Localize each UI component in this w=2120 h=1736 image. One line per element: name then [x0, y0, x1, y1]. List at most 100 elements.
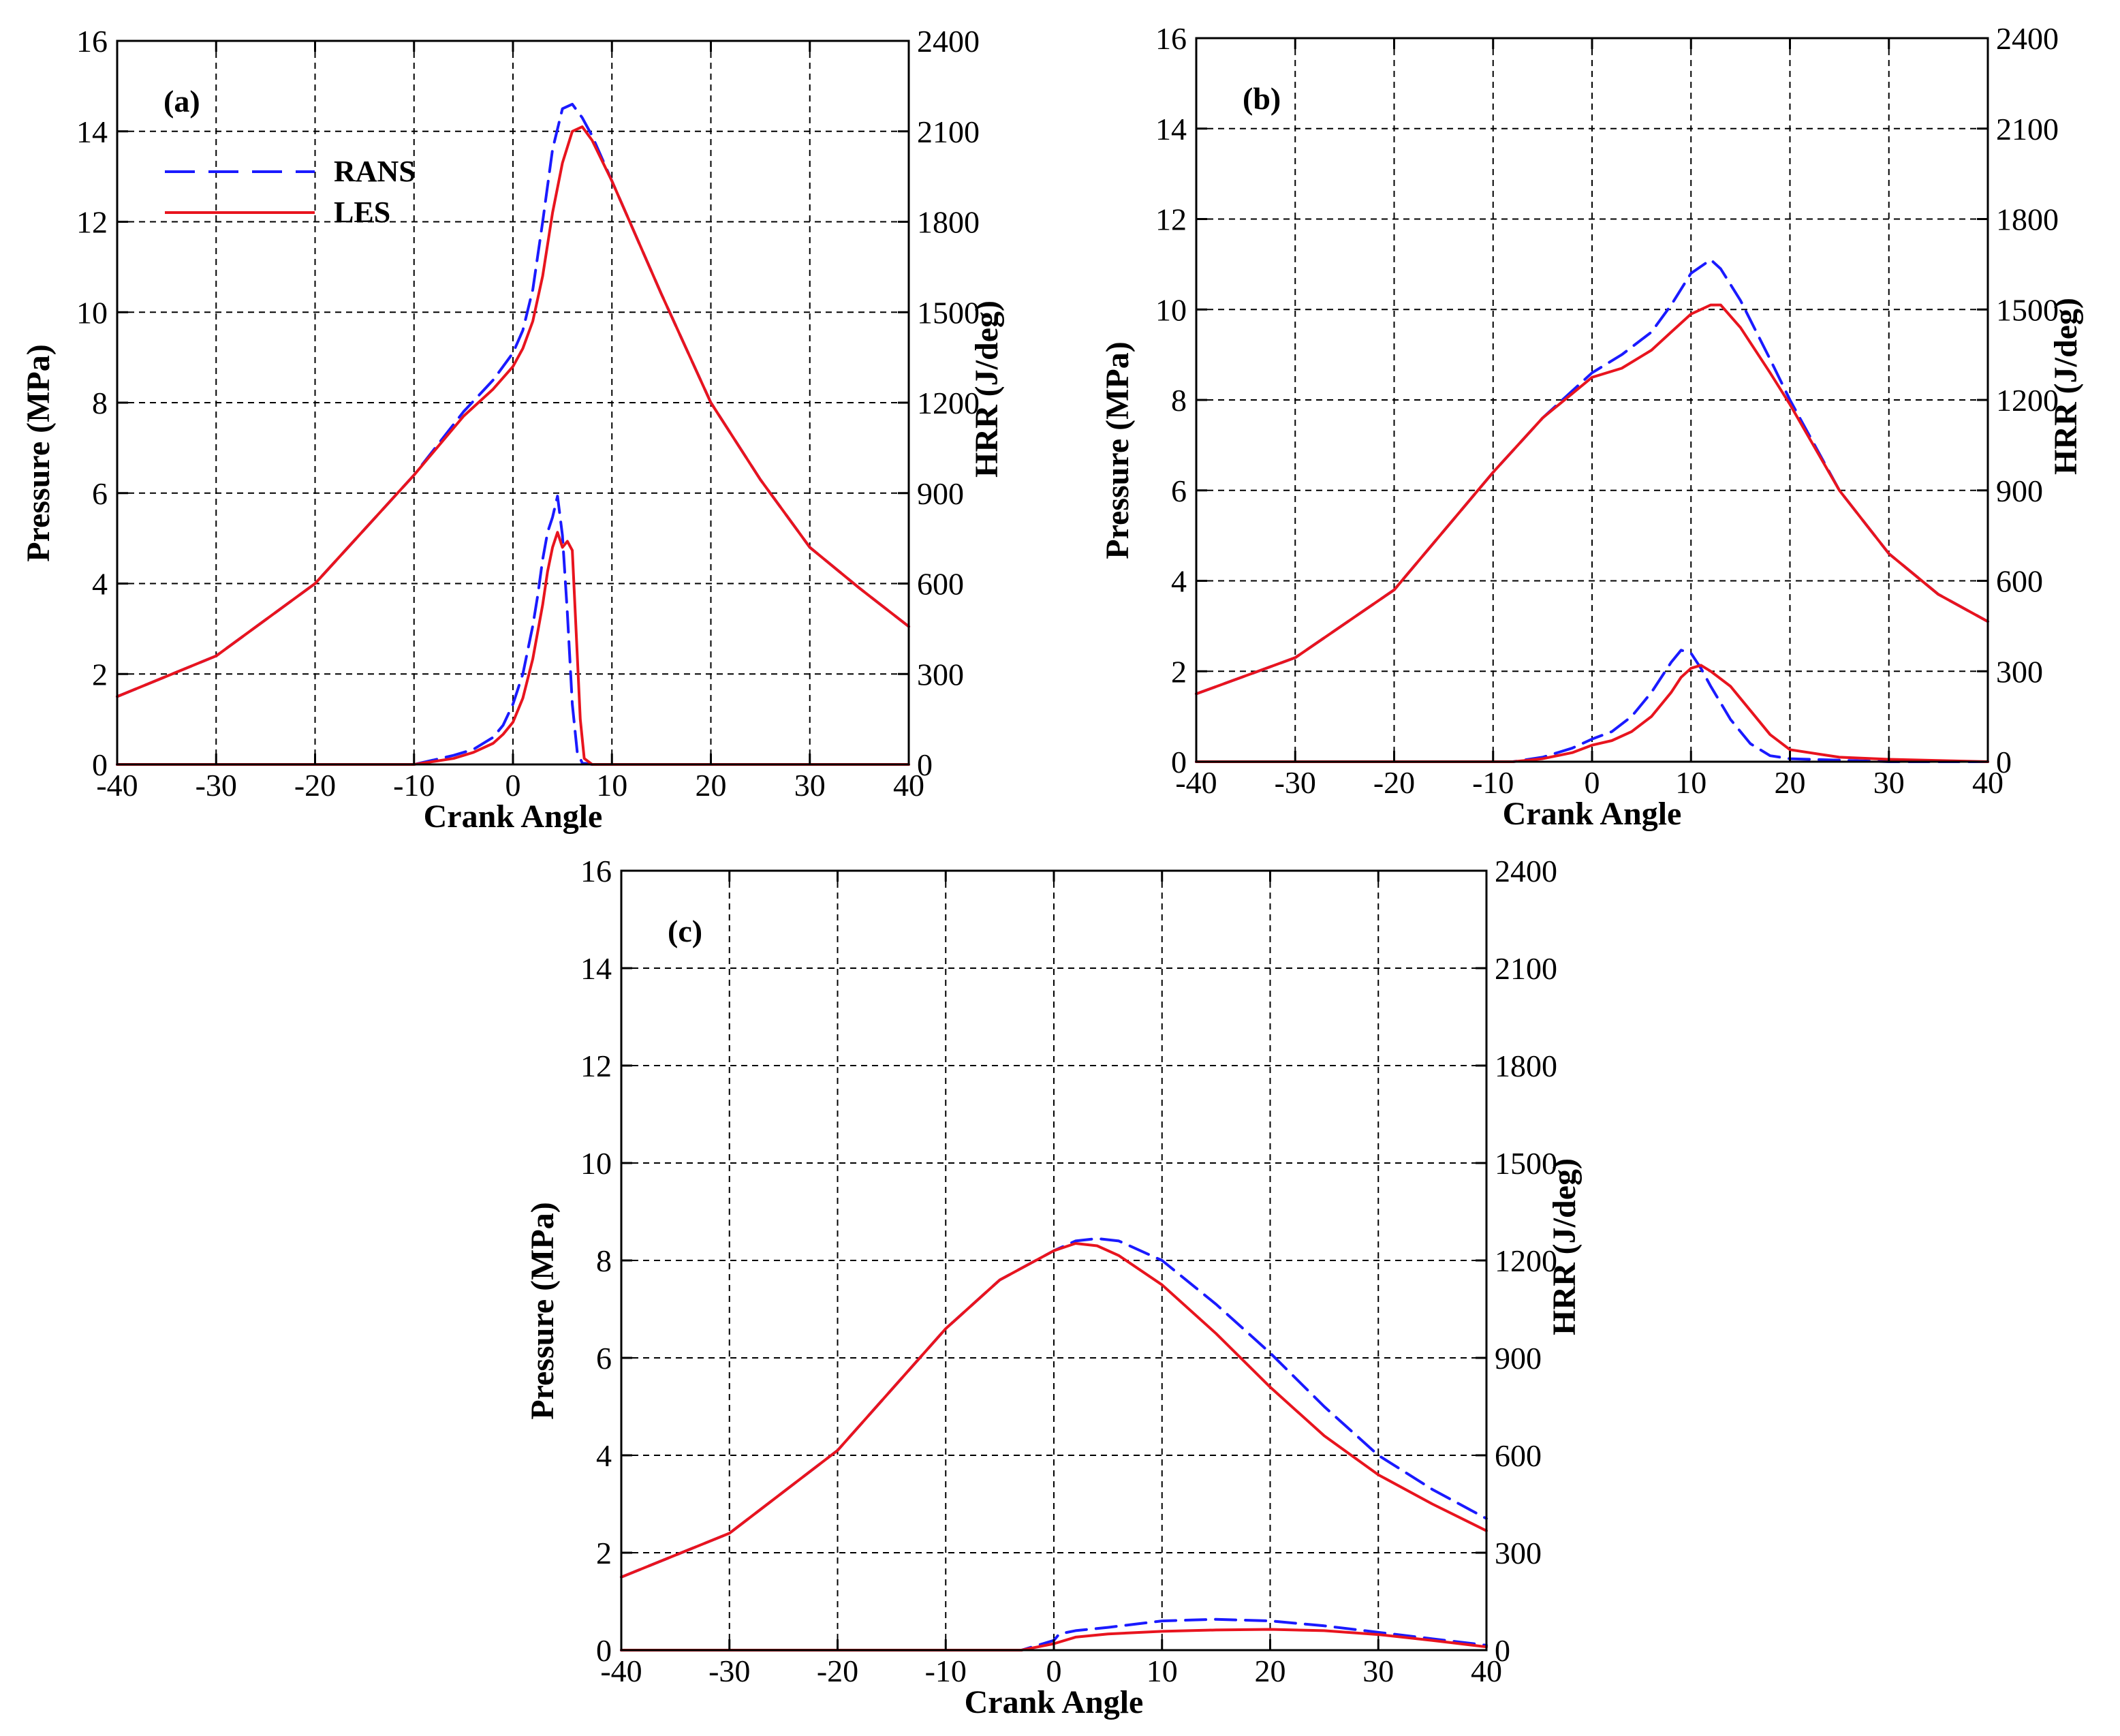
x-tick-label: 30 [1362, 1654, 1394, 1688]
y2-tick-label: 600 [917, 567, 964, 602]
x-tick-label: 40 [1471, 1654, 1502, 1688]
y-tick-label: 10 [580, 1146, 612, 1181]
y2-tick-label: 2400 [1495, 854, 1557, 888]
y2-tick-label: 2400 [1996, 21, 2059, 56]
y2-tick-label: 1200 [1996, 383, 2059, 418]
panel-label: (a) [163, 84, 200, 119]
y-tick-label: 16 [1155, 21, 1187, 56]
x-tick-label: -40 [600, 1654, 642, 1688]
y-tick-label: 14 [580, 951, 612, 986]
y-tick-label: 10 [76, 295, 108, 330]
y2-tick-label: 1800 [1495, 1049, 1557, 1083]
y2-tick-label: 2400 [917, 24, 980, 59]
y-axis-title: Pressure (MPa) [525, 1202, 561, 1419]
panel-label: (c) [668, 914, 702, 948]
y2-axis-title: HRR (J/deg) [1546, 1158, 1583, 1335]
y2-tick-label: 1500 [1495, 1146, 1557, 1181]
y-axis-title: Pressure (MPa) [1100, 341, 1136, 559]
y2-tick-label: 600 [1495, 1438, 1542, 1473]
y-tick-label: 2 [1171, 654, 1187, 689]
x-axis-title: Crank Angle [1503, 796, 1682, 832]
y2-tick-label: 2100 [1996, 112, 2059, 146]
y-tick-label: 6 [596, 1341, 612, 1376]
y2-tick-label: 900 [1495, 1341, 1542, 1376]
y2-tick-label: 300 [1996, 654, 2043, 689]
y-tick-label: 0 [596, 1633, 612, 1668]
y-tick-label: 8 [596, 1243, 612, 1278]
y2-tick-label: 1500 [1996, 292, 2059, 327]
series-line-rans-hrr [116, 495, 910, 766]
y2-tick-label: 1800 [1996, 202, 2059, 237]
y-tick-label: 4 [92, 567, 108, 602]
legend-label-rans: RANS [334, 155, 416, 188]
y-tick-label: 14 [1155, 112, 1187, 146]
y-tick-label: 16 [76, 24, 108, 59]
x-tick-label: 0 [1046, 1654, 1062, 1688]
series-line-les-hrr [1195, 664, 1989, 763]
y-tick-label: 4 [1171, 564, 1187, 599]
panel-a: -40 -30 -20 -10 0 10 20 30 400246810121416030060… [20, 24, 1005, 835]
series-line-les-pressure [620, 1242, 1488, 1579]
y-tick-label: 10 [1155, 292, 1187, 327]
y2-tick-label: 300 [1495, 1536, 1542, 1570]
y-tick-label: 16 [580, 854, 612, 888]
x-tick-label: 20 [1775, 765, 1806, 800]
x-tick-label: 10 [1147, 1654, 1178, 1688]
y-tick-label: 14 [76, 114, 108, 149]
x-tick-label: 0 [505, 768, 521, 803]
series-line-rans-hrr [1195, 649, 1989, 763]
y2-tick-label: 900 [1996, 474, 2043, 508]
y-tick-label: 0 [1171, 745, 1187, 779]
y2-tick-label: 1500 [917, 295, 980, 330]
y-tick-label: 6 [1171, 474, 1187, 508]
y-tick-label: 8 [1171, 383, 1187, 418]
x-tick-label: 10 [1675, 765, 1706, 800]
y2-tick-label: 0 [1996, 745, 2012, 779]
y2-tick-label: 300 [917, 657, 964, 692]
y-tick-label: 0 [92, 747, 108, 782]
x-tick-label: -20 [817, 1654, 858, 1688]
x-tick-label: 40 [1972, 765, 2004, 800]
x-tick-label: 20 [696, 768, 727, 803]
x-tick-label: -30 [196, 768, 237, 803]
x-axis-title: Crank Angle [424, 799, 603, 835]
x-tick-label: -10 [1472, 765, 1514, 800]
legend-label-les: LES [334, 196, 390, 229]
y-tick-label: 2 [596, 1536, 612, 1570]
y-tick-label: 4 [596, 1438, 612, 1473]
x-tick-label: -30 [1275, 765, 1316, 800]
series-line-les-pressure [1195, 303, 1989, 696]
x-tick-label: -20 [294, 768, 336, 803]
y2-tick-label: 600 [1996, 564, 2043, 599]
y2-tick-label: 900 [917, 476, 964, 511]
x-axis-title: Crank Angle [965, 1684, 1144, 1720]
y2-tick-label: 1200 [1495, 1243, 1557, 1278]
x-tick-label: 0 [1585, 765, 1600, 800]
x-tick-label: -30 [708, 1654, 750, 1688]
y-tick-label: 8 [92, 386, 108, 420]
y-axis-title: Pressure (MPa) [20, 344, 57, 561]
series-line-les-hrr [116, 531, 910, 766]
x-tick-label: -20 [1373, 765, 1415, 800]
x-tick-label: -10 [393, 768, 435, 803]
y2-tick-label: 0 [917, 747, 933, 782]
y-tick-label: 6 [92, 476, 108, 511]
y-tick-label: 2 [92, 657, 108, 692]
y2-tick-label: 1200 [917, 386, 980, 420]
panel-label: (b) [1243, 81, 1281, 116]
x-tick-label: 40 [893, 768, 924, 803]
x-tick-label: -40 [96, 768, 138, 803]
y2-tick-label: 2100 [1495, 951, 1557, 986]
x-tick-label: -40 [1175, 765, 1217, 800]
y2-axis-title: HRR (J/deg) [2048, 298, 2084, 475]
y-tick-label: 12 [580, 1049, 612, 1083]
x-tick-label: -10 [925, 1654, 967, 1688]
x-tick-label: 20 [1255, 1654, 1286, 1688]
x-tick-label: 30 [1873, 765, 1905, 800]
y2-axis-title: HRR (J/deg) [969, 300, 1005, 478]
y2-tick-label: 2100 [917, 114, 980, 149]
x-tick-label: 30 [794, 768, 826, 803]
panel-b: -40 -30 -20 -10 0 10 20 30 400246810121416030060… [1100, 21, 2084, 832]
panel-c: -40 -30 -20 -10 0 10 20 30 400246810121416030060… [525, 854, 1583, 1720]
